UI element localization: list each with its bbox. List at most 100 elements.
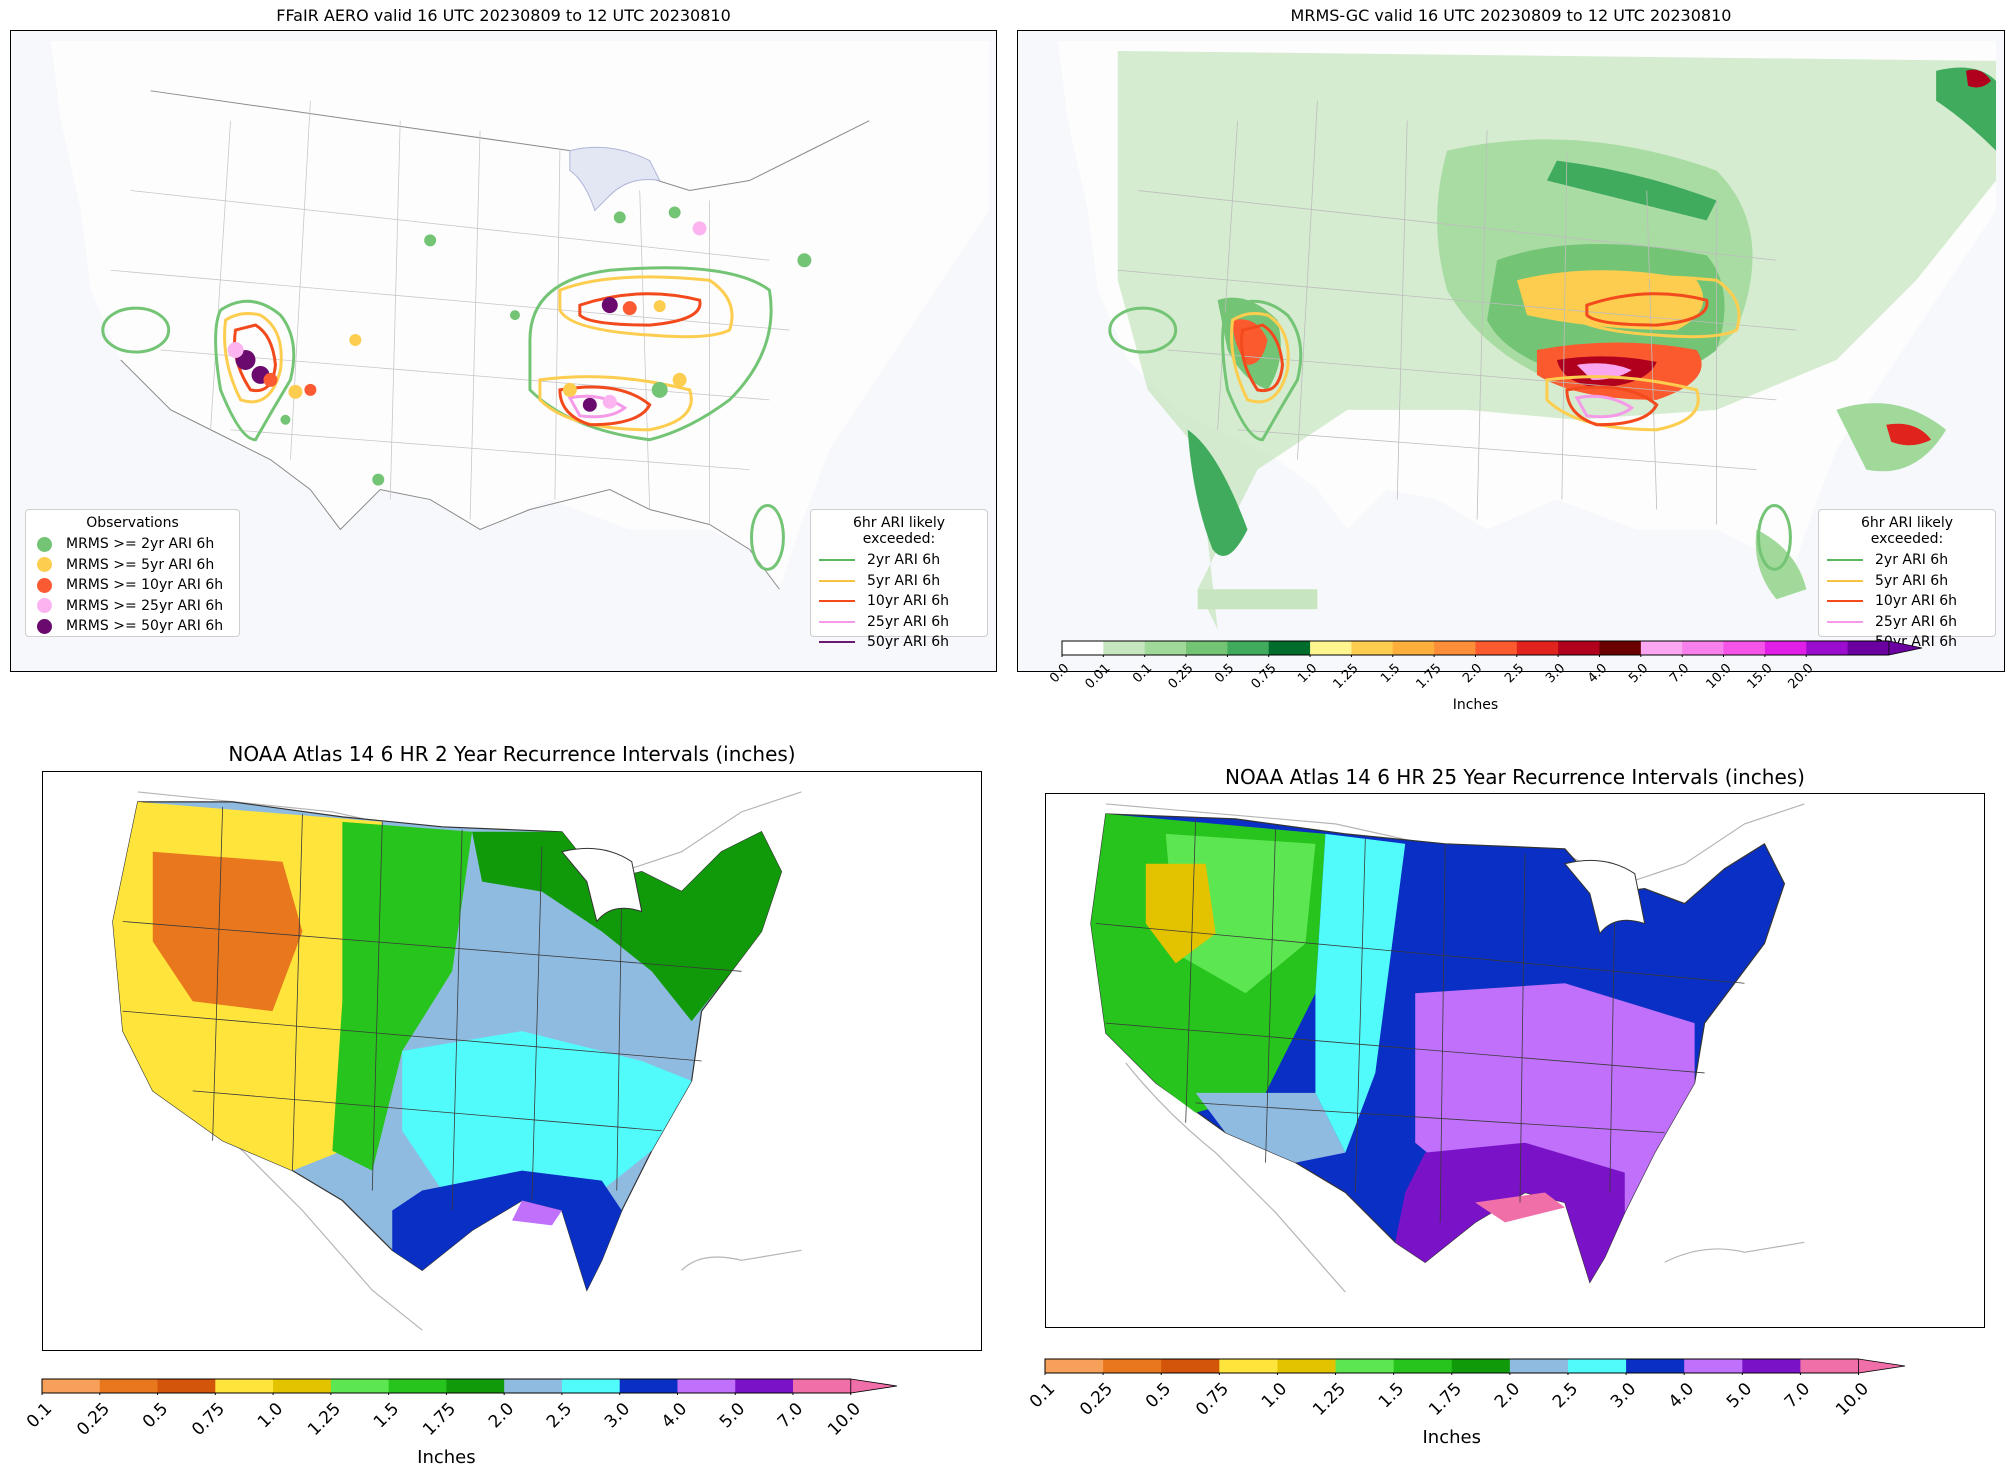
ari-contours bbox=[101, 266, 785, 571]
colorbar-swatch bbox=[504, 1379, 563, 1393]
colorbar-tick-label: 3.0 bbox=[1607, 1379, 1641, 1413]
ffair-ari-label-50yr: 50yr ARI 6h bbox=[867, 634, 949, 651]
colorbar-tick-label: 1.75 bbox=[419, 1399, 461, 1440]
mrms-ari-line-25yr bbox=[1827, 620, 1863, 623]
colorbar-tick-label: 5.0 bbox=[716, 1399, 750, 1433]
ffair-ari-item-2yr: 2yr ARI 6h bbox=[819, 550, 979, 571]
colorbar-swatch bbox=[1186, 641, 1228, 655]
colorbar-swatch bbox=[1310, 641, 1352, 655]
ffair-ari-item-25yr: 25yr ARI 6h bbox=[819, 612, 979, 633]
colorbar-tick-label: 4.0 bbox=[1584, 661, 1610, 687]
colorbar-swatch bbox=[793, 1379, 852, 1393]
obs-dot-2yr bbox=[37, 536, 52, 552]
colorbar-swatch bbox=[1742, 1359, 1801, 1373]
mrms-map: 6hr ARI likely exceeded: 2yr ARI 6h 5yr … bbox=[1017, 30, 2005, 672]
colorbar-swatch bbox=[1684, 1359, 1743, 1373]
ffair-ari-line-10yr bbox=[819, 600, 855, 603]
colorbar-tick-label: 0.75 bbox=[1192, 1379, 1234, 1420]
colorbar-swatch bbox=[1335, 1359, 1395, 1373]
colorbar-swatch bbox=[1475, 641, 1518, 655]
colorbar-tick-label: 0.5 bbox=[1212, 661, 1238, 687]
mrms-ari-item-10yr: 10yr ARI 6h bbox=[1827, 591, 1987, 612]
colorbar-tick-label: 0.75 bbox=[188, 1399, 230, 1440]
colorbar-swatch bbox=[1219, 1359, 1278, 1373]
ffair-map: Observations MRMS >= 2yr ARI 6h MRMS >= … bbox=[10, 30, 997, 672]
atlas25-colorbar: 0.1 0.25 0.5 0.75 1.0 1.25 1.5 1.75 2.0 2.5 3.0 4.0… bbox=[1026, 1358, 1945, 1459]
region-west-orange bbox=[152, 851, 303, 1012]
mrms-map-svg bbox=[1057, 40, 1997, 630]
obs-dot-5yr bbox=[37, 557, 52, 573]
colorbar-tick-label: 3.0 bbox=[1543, 661, 1569, 687]
colorbar-tick-label: 7.0 bbox=[1781, 1379, 1815, 1413]
observations-legend: Observations MRMS >= 2yr ARI 6h MRMS >= … bbox=[25, 509, 240, 637]
colorbar-swatch bbox=[1351, 641, 1394, 655]
colorbar-tick-label: 10.0 bbox=[1831, 1379, 1873, 1420]
ffair-ari-label-25yr: 25yr ARI 6h bbox=[867, 613, 949, 630]
region-plains-green bbox=[332, 821, 473, 1171]
state-lines bbox=[1095, 818, 1745, 1223]
colorbar-swatch bbox=[1626, 1359, 1685, 1373]
ffair-ari-label-2yr: 2yr ARI 6h bbox=[867, 552, 941, 569]
colorbar-tick-label: 1.5 bbox=[1374, 1379, 1408, 1413]
colorbar-tick-label: 0.25 bbox=[1165, 661, 1197, 693]
colorbar-tick-label: 0.01 bbox=[1082, 661, 1114, 693]
colorbar-swatch bbox=[446, 1379, 505, 1393]
colorbar-svg bbox=[1044, 1358, 1906, 1375]
colorbar-swatch bbox=[1567, 1359, 1627, 1373]
ffair-ari-item-50yr: 50yr ARI 6h bbox=[819, 632, 979, 653]
colorbar-swatch bbox=[330, 1379, 390, 1393]
mrms-ari-label-5yr: 5yr ARI 6h bbox=[1875, 572, 1949, 589]
atlas2-title: NOAA Atlas 14 6 HR 2 Year Recurrence Int… bbox=[228, 742, 796, 766]
obs-legend-item-2yr: MRMS >= 2yr ARI 6h bbox=[34, 534, 231, 555]
colorbar-tick-label: 1.25 bbox=[303, 1399, 345, 1440]
colorbar-swatch bbox=[1045, 1359, 1104, 1373]
mrms-colorbar: 0.0 0.01 0.1 0.25 0.5 0.75 1.0 1.25 1.5 1.75 2.0 2.… bbox=[1047, 640, 1962, 721]
colorbar-swatch bbox=[1516, 641, 1559, 655]
mrms-ari-item-25yr: 25yr ARI 6h bbox=[1827, 612, 1987, 633]
colorbar-tick-label: 1.0 bbox=[1258, 1379, 1292, 1413]
ffair-title: FFaIR AERO valid 16 UTC 20230809 to 12 U… bbox=[276, 6, 731, 25]
obs-legend-item-25yr: MRMS >= 25yr ARI 6h bbox=[34, 596, 231, 617]
colorbar-tick-label: 2.0 bbox=[485, 1399, 519, 1433]
colorbar-label: Inches bbox=[1452, 696, 1499, 713]
colorbar-tick-label: 2.5 bbox=[1548, 1379, 1583, 1413]
atlas25-map-svg bbox=[1090, 803, 1805, 1293]
colorbar-swatch bbox=[1062, 641, 1104, 655]
obs-label-25yr: MRMS >= 25yr ARI 6h bbox=[66, 597, 224, 614]
colorbar-swatch bbox=[1392, 641, 1435, 655]
colorbar-swatch bbox=[1451, 1359, 1511, 1373]
colorbar-tick-label: 0.1 bbox=[1025, 1379, 1060, 1413]
colorbar-svg bbox=[41, 1378, 898, 1395]
ffair-ari-label-5yr: 5yr ARI 6h bbox=[867, 572, 941, 589]
colorbar-swatch bbox=[1227, 641, 1270, 655]
atlas2-map bbox=[42, 771, 982, 1351]
colorbar-tick-label: 1.5 bbox=[369, 1399, 403, 1433]
colorbar-tick-label: 7.0 bbox=[1667, 661, 1693, 687]
colorbar-tick-label: 3.0 bbox=[600, 1399, 634, 1433]
atlas2-map-svg bbox=[112, 791, 802, 1331]
colorbar-tick-label: 1.0 bbox=[253, 1399, 288, 1433]
colorbar-swatch bbox=[42, 1379, 101, 1393]
colorbar-tick-label: 5.0 bbox=[1625, 661, 1652, 687]
mrms-ari-legend: 6hr ARI likely exceeded: 2yr ARI 6h 5yr … bbox=[1818, 509, 1996, 650]
colorbar-tick-label: 0.25 bbox=[1076, 1379, 1118, 1420]
obs-label-10yr: MRMS >= 10yr ARI 6h bbox=[66, 577, 224, 594]
ffair-ari-line-25yr bbox=[819, 620, 855, 623]
atlas25-map bbox=[1045, 793, 1985, 1328]
obs-dots bbox=[227, 206, 812, 486]
colorbar-tick-label: 2.5 bbox=[542, 1399, 577, 1433]
colorbar-swatch bbox=[677, 1379, 736, 1393]
precip-field bbox=[1117, 50, 1997, 630]
obs-dot-25yr bbox=[37, 598, 52, 614]
region-west-yellow bbox=[1145, 863, 1216, 964]
colorbar-tick-label: 0.25 bbox=[72, 1399, 114, 1440]
region-gulf-purple bbox=[1395, 1142, 1625, 1283]
colorbar-swatch bbox=[1268, 641, 1311, 655]
colorbar-swatch bbox=[1847, 641, 1890, 655]
colorbar-swatch bbox=[1144, 641, 1187, 655]
region-plains-cyan bbox=[1315, 833, 1406, 1153]
colorbar-tick-label: 15.0 bbox=[1744, 661, 1776, 693]
colorbar-tick-label: 1.25 bbox=[1330, 661, 1362, 693]
colorbar-extend-arrow bbox=[1888, 640, 1923, 656]
region-gulf-purple bbox=[512, 1200, 562, 1226]
